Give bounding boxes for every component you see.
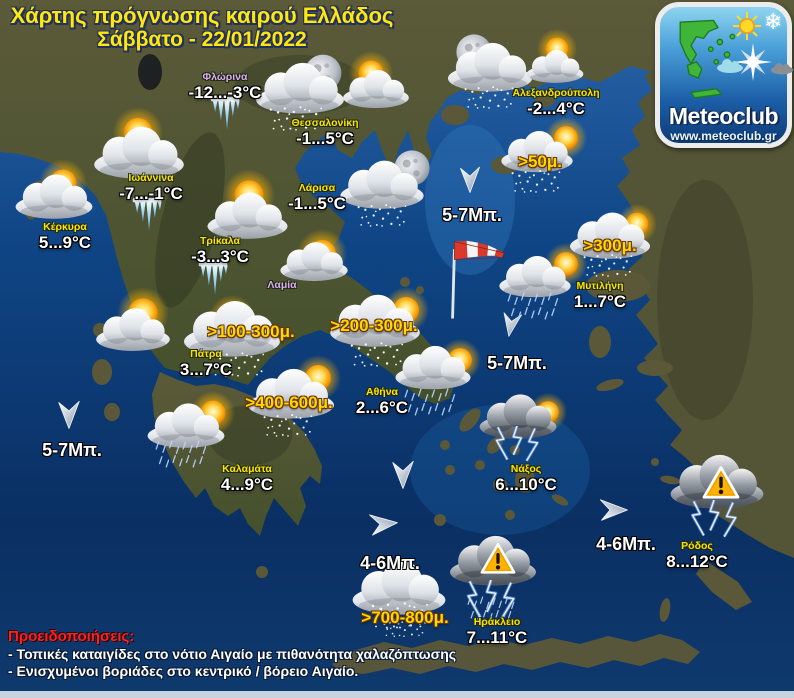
- cloud-icon: [717, 59, 743, 73]
- city-mytilini: Μυτιλήνη 1...7°C: [574, 280, 626, 312]
- snowflake-icon: ❄: [764, 9, 783, 34]
- snow-level-label: >100-300μ.: [207, 322, 295, 341]
- city-naxos: Νάξος 6...10°C: [495, 463, 557, 495]
- sun-icon: [733, 12, 761, 40]
- city-name: Αλεξανδρούπολη: [512, 87, 600, 99]
- city-temp: -12...-3°C: [188, 83, 262, 102]
- city-temp: -1...5°C: [288, 194, 346, 213]
- snow-level-label: >300μ.: [583, 236, 637, 255]
- city-irakleio: Ηράκλειο 7...11°C: [467, 616, 528, 648]
- warnings-heading: Προειδοποιήσεις:: [8, 628, 135, 645]
- city-temp: 3...7°C: [179, 360, 233, 379]
- city-name: Φλώρινα: [202, 71, 248, 83]
- city-temp: 2...6°C: [355, 398, 409, 417]
- wind-label: 5-7Μπ.: [487, 353, 547, 373]
- city-lamia: Λαμία: [267, 279, 296, 291]
- city-trikala: Τρίκαλα -3...3°C: [191, 235, 249, 267]
- city-name: Ρόδος: [681, 540, 713, 552]
- city-thessaloniki: Θεσσαλονίκη -1...5°C: [291, 117, 358, 149]
- city-name: Τρίκαλα: [200, 235, 240, 247]
- city-temp: 5...9°C: [38, 233, 92, 252]
- city-name: Κέρκυρα: [43, 221, 87, 233]
- bottom-border-strip: [0, 691, 794, 698]
- map-title: Χάρτης πρόγνωσης καιρού Ελλάδος Σάββατο …: [4, 3, 400, 52]
- city-name: Θεσσαλονίκη: [291, 117, 359, 129]
- city-florina: Φλώρινα -12...-3°C: [189, 71, 262, 103]
- city-temp: 8...12°C: [666, 552, 728, 571]
- city-name: Νάξος: [510, 463, 542, 475]
- warnings-block: Προειδοποιήσεις: - Τοπικές καταιγίδες στ…: [8, 628, 456, 680]
- title-line1: Χάρτης πρόγνωσης καιρού Ελλάδος: [10, 3, 394, 28]
- city-kerkyra: Κέρκυρα 5...9°C: [39, 221, 91, 253]
- city-name: Ιωάννινα: [128, 172, 174, 184]
- city-temp: 6...10°C: [495, 475, 557, 494]
- logo-site-url: www.meteoclub.gr: [670, 129, 777, 143]
- city-temp: 1...7°C: [573, 292, 627, 311]
- city-rodos: Ρόδος 8...12°C: [666, 540, 728, 572]
- wind-label: 5-7Μπ.: [442, 205, 502, 225]
- city-temp: -3...3°C: [191, 247, 249, 266]
- city-temp: 7...11°C: [466, 628, 528, 647]
- city-patra: Πάτρα 3...7°C: [180, 348, 232, 380]
- city-larisa: Λάρισα -1...5°C: [288, 182, 346, 214]
- meteoclub-logo[interactable]: ❄ Meteoclub www.meteoclub.gr: [655, 2, 793, 148]
- logo-brand: Meteoclub: [668, 103, 779, 129]
- city-name: Καλαμάτα: [222, 463, 272, 475]
- city-temp: -2...4°C: [527, 99, 585, 118]
- city-name: Λάρισα: [298, 182, 336, 194]
- city-kalamata: Καλαμάτα 4...9°C: [221, 463, 273, 495]
- cloud-icon: [771, 63, 793, 75]
- wind-label: 5-7Μπ.: [42, 440, 102, 460]
- city-name: Μυτιλήνη: [576, 280, 624, 292]
- snow-level-label: >400-600μ.: [245, 393, 333, 412]
- city-alexandroupoli: Αλεξανδρούπολη -2...4°C: [512, 87, 599, 119]
- city-temp: 4...9°C: [220, 475, 274, 494]
- snow-level-label: >50μ.: [518, 152, 562, 171]
- city-temp: -1...5°C: [296, 129, 354, 148]
- city-name: Ηράκλειο: [473, 616, 521, 628]
- city-name: Πάτρα: [190, 348, 222, 360]
- snow-level-label: >700-800μ.: [361, 608, 449, 627]
- wind-label: 4-6Μπ.: [596, 534, 656, 554]
- title-line2: Σάββατο - 22/01/2022: [97, 28, 307, 52]
- city-athina: Αθήνα 2...6°C: [356, 386, 408, 418]
- city-temp: -7...-1°C: [119, 184, 183, 203]
- city-ioannina: Ιωάννινα -7...-1°C: [119, 172, 182, 204]
- star-shine-icon: [734, 43, 772, 81]
- city-name: Λαμία: [267, 279, 297, 291]
- wind-label: 4-6Μπ.: [360, 553, 420, 573]
- warning-item: - Τοπικές καταιγίδες στο νότιο Αιγαίο με…: [8, 646, 457, 663]
- warning-item: - Ενισχυμένοι βοριάδες στο κεντρικό / βό…: [8, 663, 359, 680]
- greece-map-icon: [679, 19, 736, 99]
- city-name: Αθήνα: [366, 386, 398, 398]
- snow-level-label: >200-300μ.: [330, 316, 418, 335]
